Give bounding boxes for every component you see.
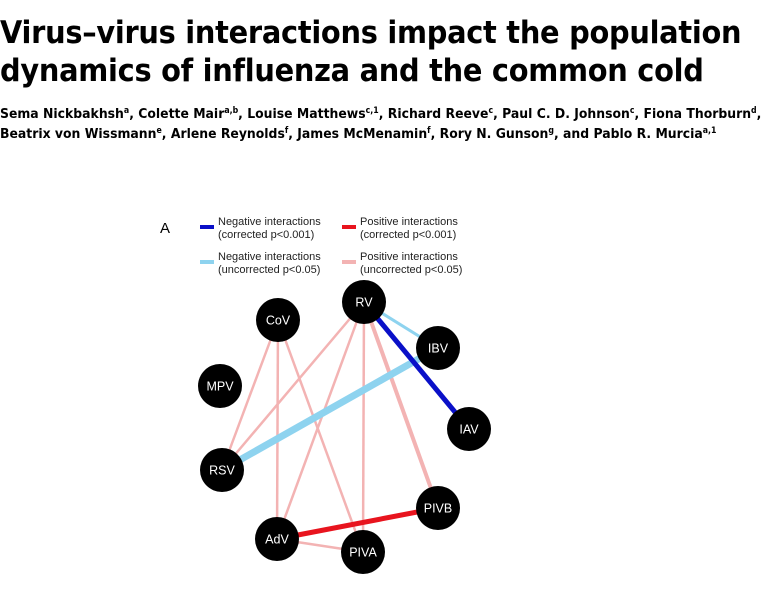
node-label-ibv: IBV: [428, 342, 449, 356]
author-name: Fiona Thorburn: [643, 106, 752, 122]
author-affiliation: e: [156, 126, 162, 136]
node-mpv: [198, 364, 242, 408]
author-affiliation: a: [123, 106, 130, 116]
legend-label-line-2: (corrected p<0.001): [218, 229, 314, 241]
author-affiliation: a,b: [224, 106, 239, 116]
author-separator: ,: [161, 126, 171, 142]
edge-cov-rsv: [220, 319, 280, 471]
edge-rv-rsv: [221, 301, 365, 471]
legend-label-line-2: (uncorrected p<0.05): [360, 264, 462, 276]
node-rv: [342, 280, 386, 324]
author-line: Sema Nickbakhsha, Colette Maira,b, Louis…: [0, 104, 766, 124]
author-name: Rory N. Gunson: [439, 126, 549, 142]
nodes: RV CoV MPV RSV AdV PIVA PIVB IAV IBV: [198, 280, 491, 574]
author-separator: ,: [634, 106, 644, 122]
legend-label-line-2: (uncorrected p<0.05): [218, 264, 320, 276]
network-diagram: A Negative interactions(corrected p<0.00…: [160, 216, 491, 574]
edge-rv-pivb: [362, 301, 440, 509]
author-name: Colette Mair: [138, 106, 225, 122]
legend: Negative interactions(corrected p<0.001)…: [200, 216, 462, 276]
legend-label-line-1: Positive interactions: [360, 216, 458, 228]
legend-label-line-1: Positive interactions: [360, 251, 458, 263]
node-label-iav: IAV: [459, 423, 479, 437]
author-separator: ,: [129, 106, 139, 122]
author-affiliation: d: [751, 106, 757, 116]
node-label-rsv: RSV: [209, 464, 235, 478]
node-label-cov: CoV: [266, 314, 291, 328]
title-line-1: Virus–virus interactions impact the popu…: [0, 15, 742, 51]
legend-label-line-2: (corrected p<0.001): [360, 229, 456, 241]
legend-label-line-1: Negative interactions: [218, 251, 321, 263]
author-affiliation: a,1: [702, 126, 717, 136]
author-affiliation: c: [629, 106, 635, 116]
title-line-2: dynamics of influenza and the common col…: [0, 53, 704, 89]
edge-cov-adv: [275, 319, 280, 540]
node-label-pivb: PIVB: [424, 502, 453, 516]
author-affiliation: f: [284, 126, 289, 136]
panel-label: A: [160, 220, 170, 237]
edge-rv-piva: [361, 301, 366, 553]
edge-adv-pivb: [276, 505, 439, 542]
edge-rv-adv: [275, 301, 366, 540]
author-name: Louise Matthews: [247, 106, 366, 122]
author-separator: ,: [238, 106, 248, 122]
node-rsv: [200, 448, 244, 492]
node-pivb: [416, 486, 460, 530]
author-name: Sema Nickbakhsh: [0, 106, 124, 122]
author-separator: , and: [553, 126, 594, 142]
author-separator: ,: [378, 106, 388, 122]
edge-rv-iav: [362, 300, 471, 431]
node-label-mpv: MPV: [206, 380, 234, 394]
node-piva: [341, 530, 385, 574]
author-name: James McMenamin: [297, 126, 428, 142]
node-ibv: [416, 326, 460, 370]
node-label-adv: AdV: [265, 533, 289, 547]
author-list: Sema Nickbakhsha, Colette Maira,b, Louis…: [0, 104, 766, 144]
node-iav: [447, 407, 491, 451]
node-adv: [255, 517, 299, 561]
edge-ibv-rsv: [220, 344, 440, 474]
author-name: Arlene Reynolds: [170, 126, 285, 142]
figure-panel-a: A Negative interactions (corrected p<0.00…: [150, 205, 610, 585]
author-separator: ,: [756, 106, 762, 122]
author-line: Beatrix von Wissmanne, Arlene Reynoldsf,…: [0, 124, 766, 144]
node-cov: [256, 298, 300, 342]
author-affiliation: g: [548, 126, 554, 136]
author-affiliation: f: [427, 126, 431, 136]
author-name: Richard Reeve: [387, 106, 489, 122]
author-name: Paul C. D. Johnson: [502, 106, 630, 122]
edge-cov-piva: [276, 319, 365, 553]
paper-title: Virus–virus interactions impact the popu…: [0, 14, 742, 90]
author-separator: ,: [288, 126, 298, 142]
node-label-rv: RV: [355, 296, 373, 310]
node-label-piva: PIVA: [349, 546, 377, 560]
author-name: Pablo R. Murcia: [593, 126, 703, 142]
author-affiliation: c,1: [365, 106, 379, 116]
legend-label-line-1: Negative interactions: [218, 216, 321, 228]
author-name: Beatrix von Wissmann: [0, 126, 157, 142]
author-separator: ,: [493, 106, 503, 122]
author-affiliation: c: [488, 106, 494, 116]
author-separator: ,: [430, 126, 440, 142]
